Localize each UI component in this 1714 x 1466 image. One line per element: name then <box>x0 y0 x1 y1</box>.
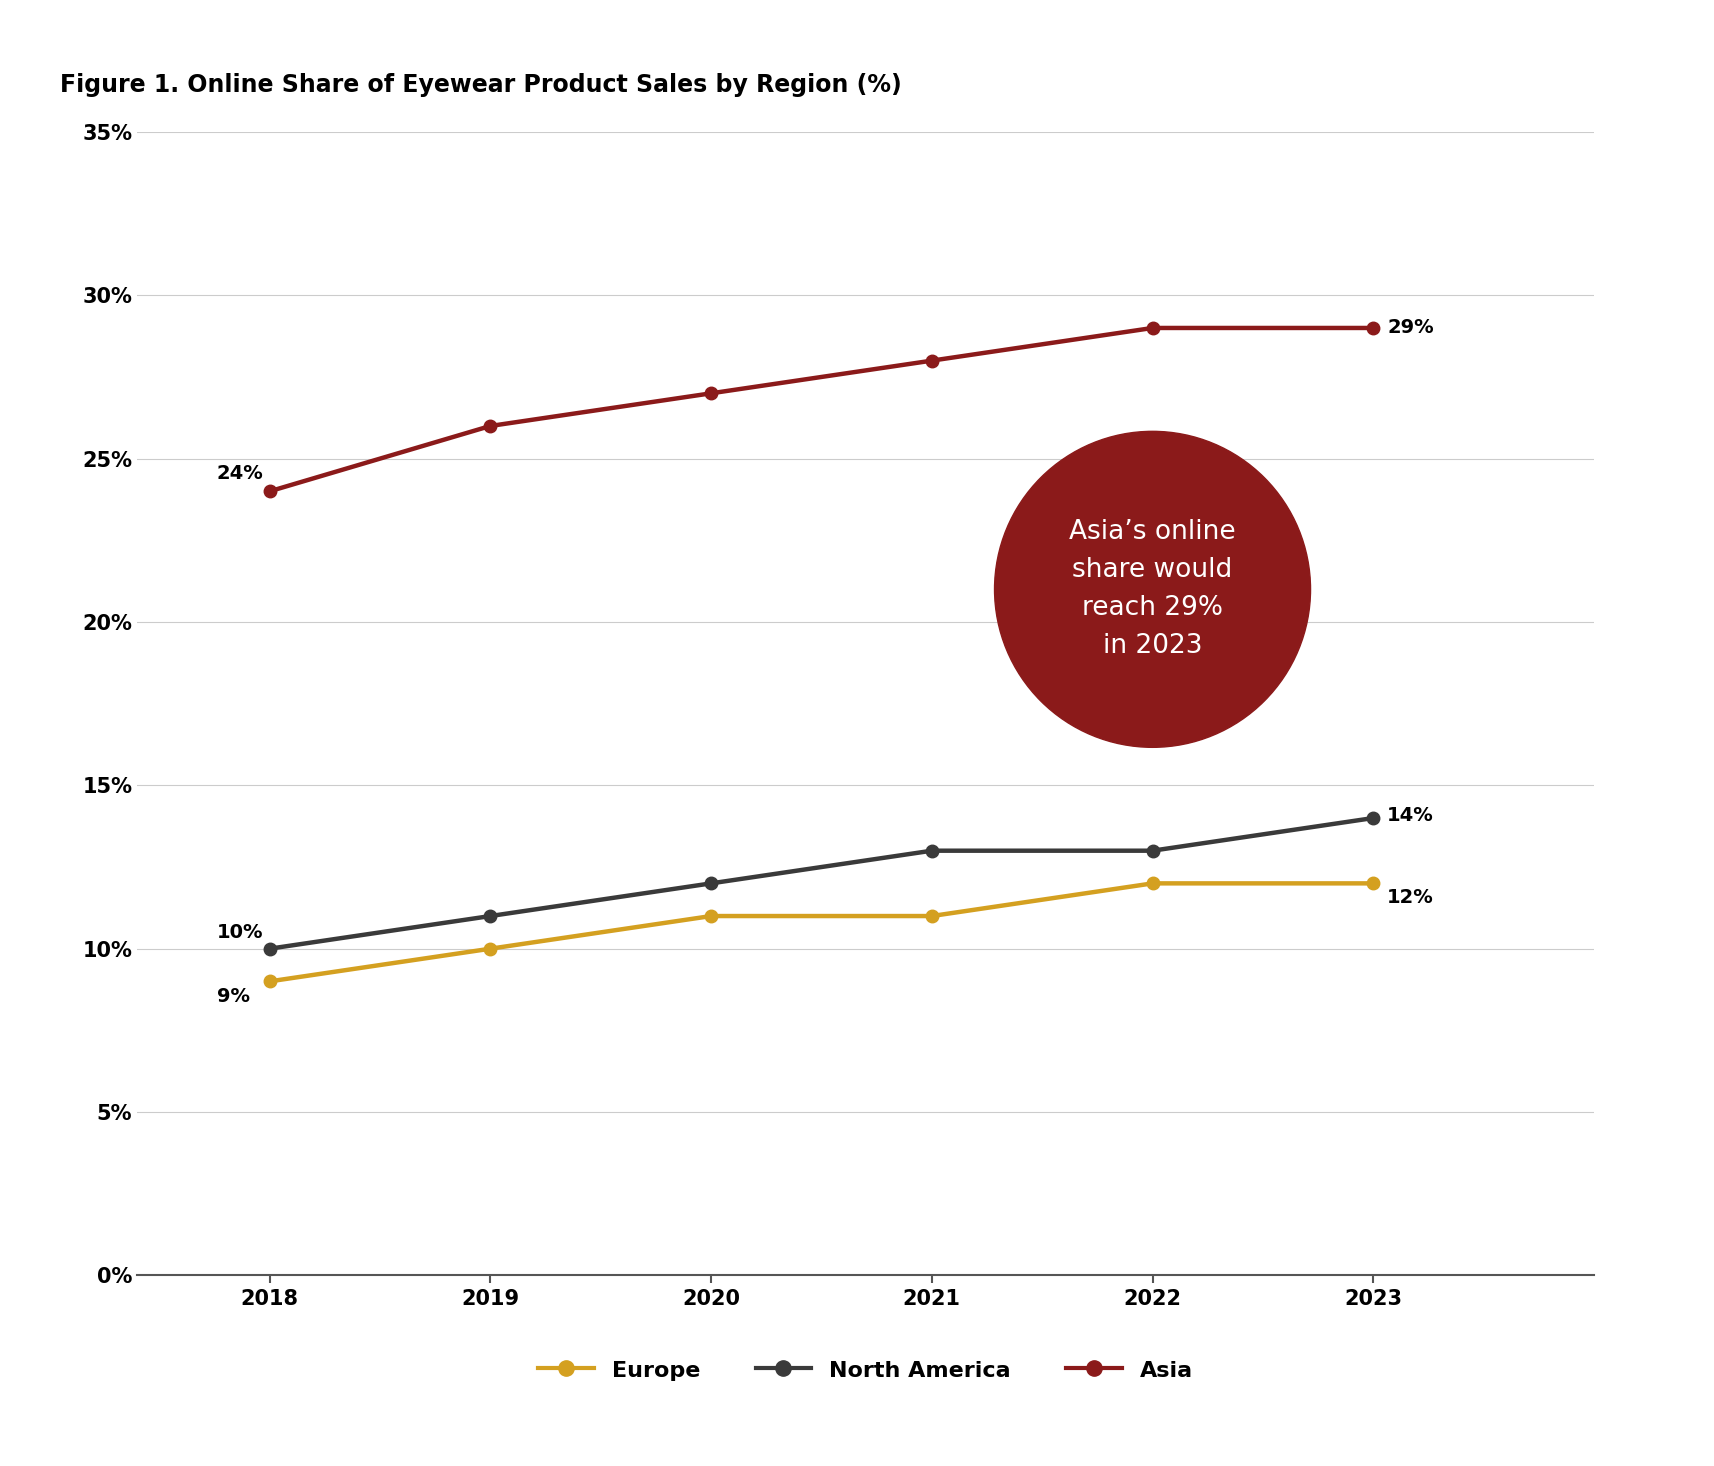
Text: 9%: 9% <box>216 988 250 1006</box>
Text: 10%: 10% <box>216 922 264 941</box>
Text: Asia’s online
share would
reach 29%
in 2023: Asia’s online share would reach 29% in 2… <box>1070 519 1236 660</box>
Text: Figure 1. Online Share of Eyewear Product Sales by Region (%): Figure 1. Online Share of Eyewear Produc… <box>60 73 902 97</box>
Text: 24%: 24% <box>216 463 264 482</box>
Legend: Europe, North America, Asia: Europe, North America, Asia <box>530 1350 1202 1390</box>
Text: 14%: 14% <box>1387 806 1435 825</box>
Text: 29%: 29% <box>1387 318 1435 337</box>
Text: 12%: 12% <box>1387 888 1435 907</box>
